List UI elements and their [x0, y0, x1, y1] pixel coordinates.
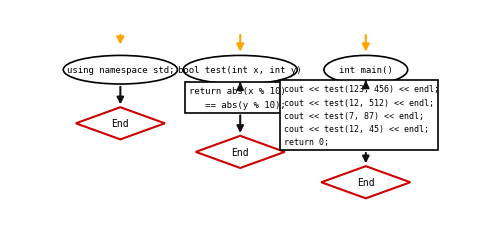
Bar — [280, 81, 438, 150]
Polygon shape — [321, 167, 410, 198]
Bar — [185, 83, 296, 113]
Ellipse shape — [183, 56, 298, 85]
Text: End: End — [231, 147, 249, 157]
Text: return abs(x % 10)
   == abs(y % 10);: return abs(x % 10) == abs(y % 10); — [189, 87, 286, 109]
Text: int main(): int main() — [339, 66, 393, 75]
Ellipse shape — [63, 56, 177, 85]
Text: bool test(int x, int y): bool test(int x, int y) — [178, 66, 302, 75]
Polygon shape — [196, 136, 285, 168]
Text: using namespace std;: using namespace std; — [67, 66, 174, 75]
Text: cout << test(123, 456) << endl;
cout << test(12, 512) << endl;
cout << test(7, 8: cout << test(123, 456) << endl; cout << … — [284, 85, 439, 146]
Text: End: End — [357, 177, 375, 187]
Polygon shape — [76, 108, 165, 140]
Ellipse shape — [324, 56, 408, 85]
Text: End: End — [111, 119, 129, 129]
